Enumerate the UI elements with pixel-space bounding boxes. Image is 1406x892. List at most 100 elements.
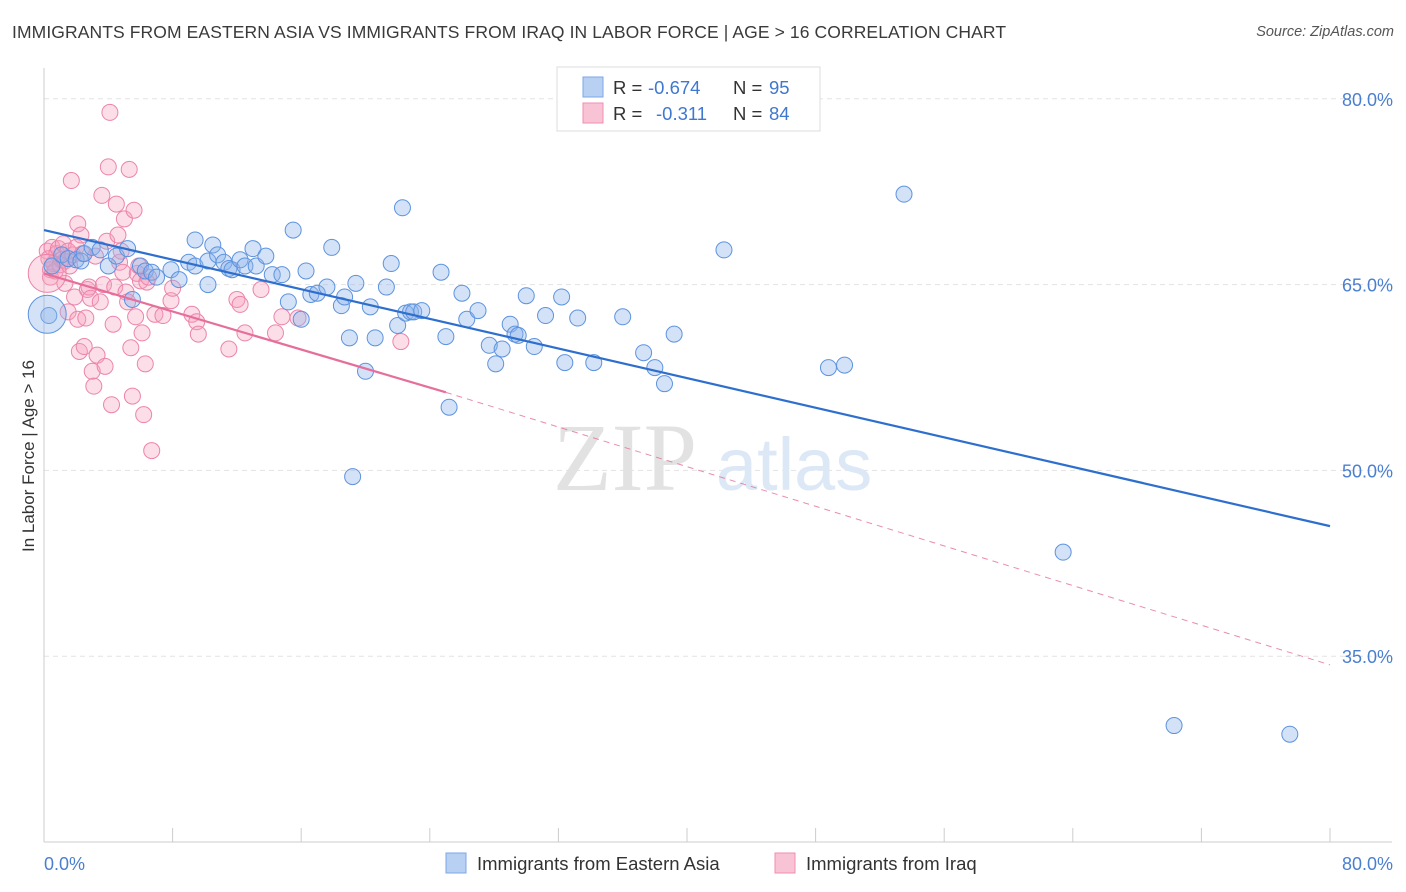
stats-n-label-eastern-asia: N = [733,77,762,98]
legend-swatch-iraq [774,852,796,874]
stats-r-value-eastern-asia: -0.674 [648,77,700,98]
iraq-point [115,210,133,228]
iraq-point [228,290,246,308]
iraq-point [93,186,111,204]
eastern-asia-point [382,255,400,273]
eastern-asia-point [1281,725,1299,743]
eastern-asia-point [186,231,204,249]
eastern-asia-point [469,302,487,320]
iraq-point [120,160,138,178]
iraq-point [273,308,291,326]
eastern-asia-point [553,288,571,306]
iraq-point [62,172,80,190]
x-tick-label: 0.0% [44,854,85,874]
iraq-point [109,226,127,244]
trend-lines [43,229,1331,666]
iraq-point [123,387,141,405]
stats-swatch-eastern-asia [582,76,604,98]
iraq-point [127,308,145,326]
eastern-asia-point [340,329,358,347]
eastern-asia-point [347,274,365,292]
eastern-asia-point [1054,543,1072,561]
eastern-asia-point [170,271,188,289]
eastern-asia-point [389,316,407,334]
iraq-point [96,357,114,375]
eastern-asia-trend-line [43,229,1331,528]
eastern-asia-point [366,329,384,347]
iraq-trend-extension [445,391,1331,666]
eastern-asia-point [440,398,458,416]
legend-swatch-eastern-asia [445,852,467,874]
source-credit: Source: ZipAtlas.com [1256,24,1394,40]
iraq-point [77,309,95,327]
legend-label-iraq: Immigrants from Iraq [806,853,977,874]
iraq-point [104,315,122,333]
iraq-point [99,158,117,176]
iraq-points [27,103,410,460]
eastern-asia-point [43,257,61,275]
axes [43,68,1392,843]
eastern-asia-point [297,262,315,280]
eastern-asia-point [393,199,411,217]
eastern-asia-point [318,278,336,296]
eastern-asia-point [715,241,733,259]
eastern-asia-point [432,263,450,281]
iraq-trend-line [43,272,447,394]
stats-n-value-iraq: 84 [769,103,790,124]
eastern-asia-point [1165,717,1183,735]
iraq-point [125,201,143,219]
x-tick-labels: 0.0% 80.0% [44,854,1393,874]
eastern-asia-point [480,336,498,354]
iraq-point [133,324,151,342]
x-tick-label: 80.0% [1342,854,1393,874]
iraq-point [162,292,180,310]
iraq-point [91,293,109,311]
eastern-asia-point [614,308,632,326]
legend-label-eastern-asia: Immigrants from Eastern Asia [477,853,720,874]
watermark-zip: ZIP [553,404,697,511]
y-tick-label: 80.0% [1342,90,1393,110]
iraq-point [220,340,238,358]
eastern-asia-point [493,340,511,358]
grid-lines [44,98,1392,657]
iraq-point [94,276,112,294]
eastern-asia-point [453,284,471,302]
eastern-asia-point [344,468,362,486]
stats-r-label-iraq: R = [613,103,642,124]
iraq-point [136,355,154,373]
iraq-point [252,281,270,299]
eastern-asia-point [819,359,837,377]
eastern-asia-point [204,236,222,254]
stats-r-value-iraq: -0.311 [656,103,707,124]
eastern-asia-point [257,247,275,265]
eastern-asia-point [244,240,262,258]
iraq-point [114,263,132,281]
iraq-point [131,272,149,290]
stats-n-label-iraq: N = [733,103,762,124]
stats-n-value-eastern-asia: 95 [769,77,790,98]
eastern-asia-point [895,185,913,203]
iraq-point [83,362,101,380]
watermark: ZIP atlas [553,404,872,511]
eastern-asia-point [655,375,673,393]
iraq-point [82,289,100,307]
eastern-asia-point [40,307,58,325]
y-tick-label: 35.0% [1342,647,1393,667]
iraq-point [107,195,125,213]
iraq-point [69,215,87,233]
stats-r-label-eastern-asia: R = [613,77,642,98]
y-tick-label: 50.0% [1342,461,1393,481]
eastern-asia-point [537,307,555,325]
eastern-asia-point [273,266,291,284]
eastern-asia-point [292,310,310,328]
eastern-asia-point [91,241,109,259]
iraq-point [135,406,153,424]
y-tick-labels: 35.0% 50.0% 65.0% 80.0% [1342,90,1393,667]
eastern-asia-point [148,268,166,286]
stats-swatch-iraq [582,102,604,124]
eastern-asia-point [437,328,455,346]
eastern-asia-point [556,354,574,372]
eastern-asia-point [517,287,535,305]
eastern-asia-point [665,325,683,343]
eastern-asia-point [635,344,653,362]
